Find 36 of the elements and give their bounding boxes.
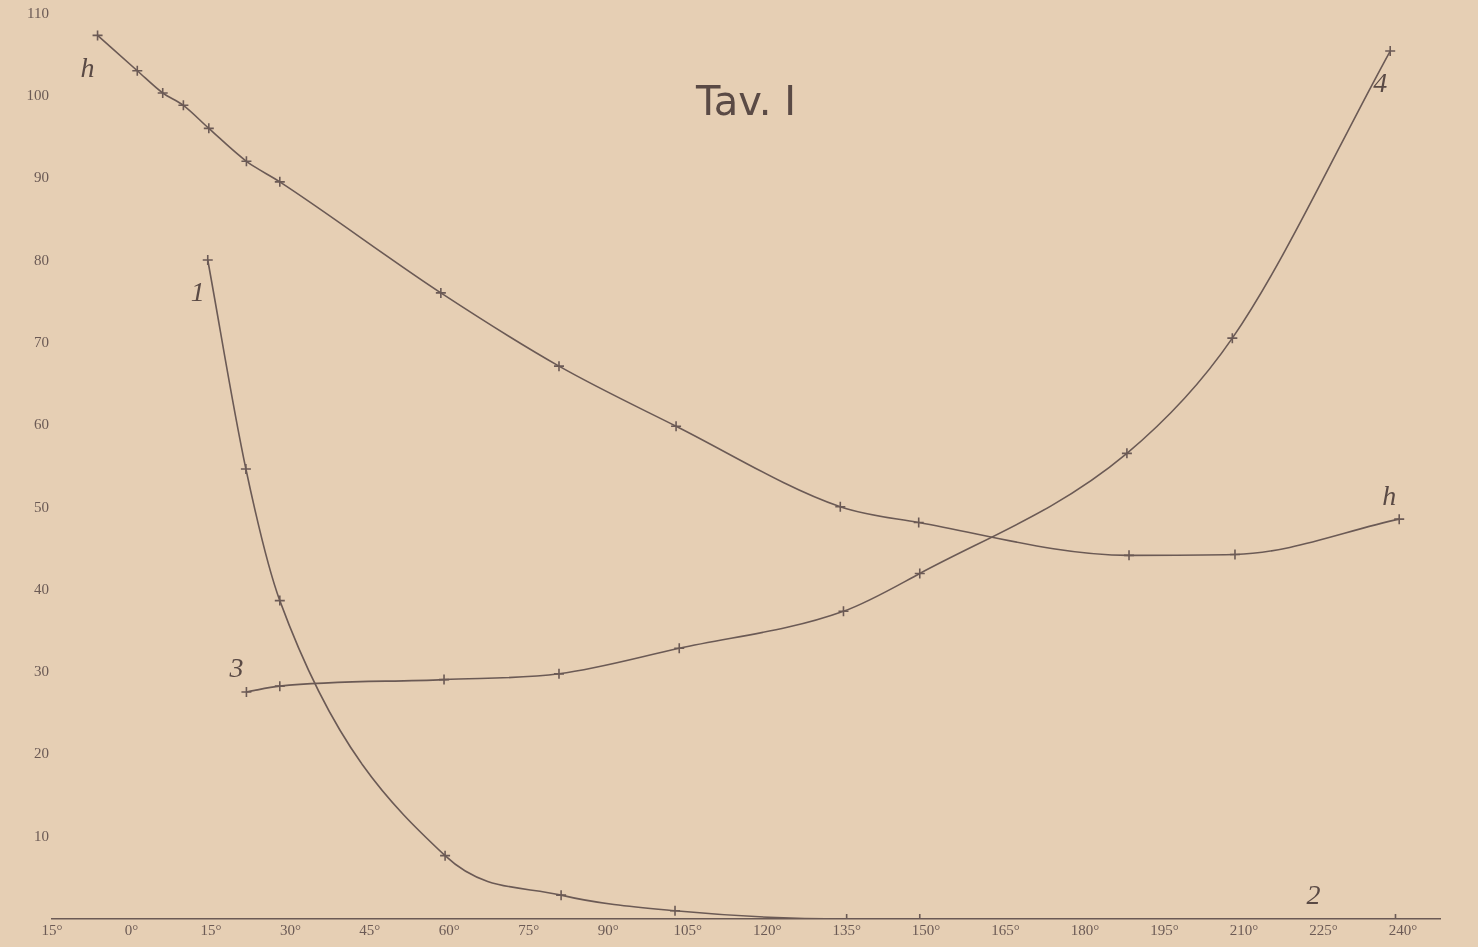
y-tick-label: 80 xyxy=(34,251,49,268)
annotation: 4 xyxy=(1373,67,1388,99)
y-tick-label: 40 xyxy=(34,580,49,597)
annotation: h xyxy=(1382,479,1397,511)
y-tick-label: 90 xyxy=(34,169,49,186)
x-tick-label: 135° xyxy=(832,921,861,938)
y-tick-label: 50 xyxy=(34,498,49,515)
y-tick-label: 70 xyxy=(34,334,49,351)
x-tick-label: 210° xyxy=(1229,921,1259,938)
text: Tav. I xyxy=(694,77,797,124)
x-tick-label: 45° xyxy=(359,921,381,938)
x-tick-label: 30° xyxy=(279,921,301,938)
x-tick-label: 0° xyxy=(124,921,139,938)
y-tick-label: 10 xyxy=(34,827,49,844)
x-tick-label: 165° xyxy=(991,921,1020,938)
annotation: h xyxy=(80,51,95,83)
annotation: 3 xyxy=(228,652,244,684)
x-tick-label: 195° xyxy=(1150,921,1179,938)
x-tick-label: 90° xyxy=(597,921,619,938)
y-tick-label: 100 xyxy=(26,87,49,104)
x-tick-label: 240° xyxy=(1388,921,1418,938)
x-tick-label: 15° xyxy=(41,921,63,938)
x-tick-label: 15° xyxy=(200,921,222,938)
x-tick-label: 150° xyxy=(911,921,941,938)
x-tick-label: 180° xyxy=(1070,921,1100,938)
x-tick-label: 105° xyxy=(673,921,702,938)
annotation: 1 xyxy=(190,276,205,308)
x-tick-label: 120° xyxy=(752,921,782,938)
y-tick-label: 30 xyxy=(34,663,49,680)
x-tick-label: 60° xyxy=(438,921,460,938)
x-tick-label: 75° xyxy=(518,921,540,938)
x-tick-label: 225° xyxy=(1309,921,1338,938)
y-tick-label: 60 xyxy=(34,416,49,433)
y-tick-label: 110 xyxy=(27,4,49,21)
annotation: 2 xyxy=(1306,879,1321,911)
y-tick-label: 20 xyxy=(34,745,49,762)
